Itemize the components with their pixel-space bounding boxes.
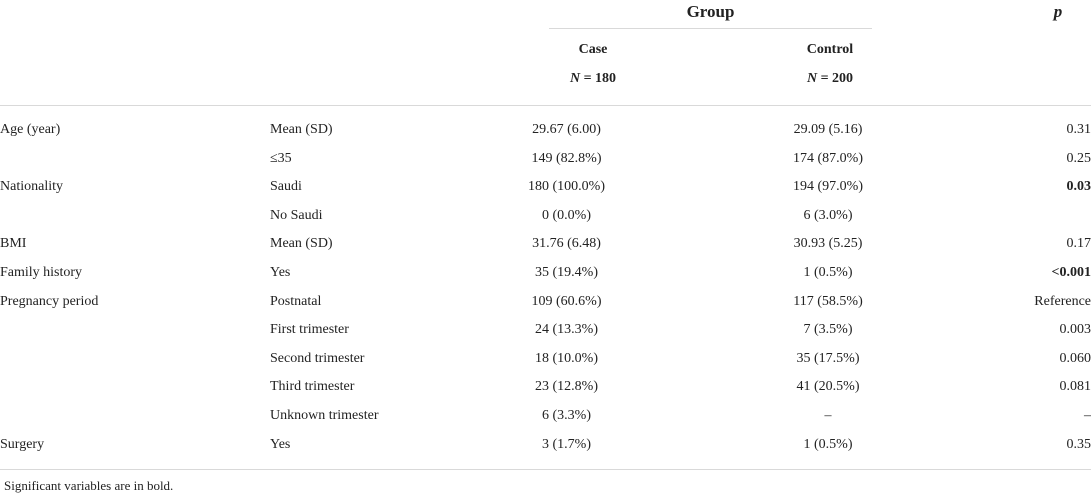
row-case-value: 180 (100.0%) [528, 179, 605, 195]
control-sample-size: N = 200 [760, 69, 900, 89]
row-case-value: 35 (19.4%) [535, 264, 598, 280]
row-p-value: Reference [1034, 293, 1091, 309]
row-p-value: 0.03 [1066, 179, 1091, 195]
control-n-value: = 200 [817, 71, 854, 86]
row-case-value: 149 (82.8%) [531, 150, 602, 166]
row-variable [0, 373, 270, 402]
table-row: BMI Mean (SD) 31.76 (6.48) 30.93 (5.25) 0.17 [0, 230, 1091, 259]
row-p-value [993, 202, 1091, 231]
row-control-value: 41 (20.5%) [796, 379, 860, 395]
row-p-value: 0.003 [1059, 322, 1091, 338]
row-p-value: 0.31 [1066, 122, 1091, 137]
row-category: First trimester [270, 322, 349, 338]
row-category: Yes [270, 264, 291, 280]
p-value-header: p [1053, 2, 1063, 21]
row-case-value: 3 (1.7%) [542, 436, 591, 452]
table-row: Family history Yes 35 (19.4%) 1 (0.5%) <0.00… [0, 259, 1091, 288]
header-divider [0, 105, 1091, 106]
row-case-value: 6 (3.3%) [542, 407, 591, 423]
row-case-value: 18 (10.0%) [535, 350, 598, 366]
row-category: Mean (SD) [270, 236, 333, 252]
row-case-value: 29.67 (6.00) [532, 122, 601, 137]
row-case-value: 109 (60.6%) [531, 293, 602, 309]
table-bottom-rule [0, 469, 1091, 470]
row-variable: Surgery [0, 436, 45, 452]
row-control-value: 29.09 (5.16) [793, 122, 863, 137]
row-category: Third trimester [270, 379, 355, 395]
table-row: Surgery Yes 3 (1.7%) 1 (0.5%) 0.35 [0, 431, 1091, 460]
row-control-value: 117 (58.5%) [793, 293, 863, 309]
row-case-value: 31.76 (6.48) [532, 236, 601, 252]
table-footnote: Significant variables are in bold. [4, 478, 174, 493]
group-header-rule [549, 28, 872, 29]
row-control-value: 35 (17.5%) [796, 350, 860, 366]
row-control-value: 1 (0.5%) [803, 264, 853, 280]
row-category: Saudi [270, 179, 302, 195]
table-row: Unknown trimester 6 (3.3%) – – [0, 402, 1091, 431]
row-control-value: 7 (3.5%) [803, 322, 853, 338]
row-variable: Nationality [0, 179, 63, 195]
row-category: Yes [270, 436, 291, 452]
row-control-value: 194 (97.0%) [793, 179, 863, 195]
row-control-value: 174 (87.0%) [793, 150, 863, 166]
table-row: No Saudi 0 (0.0%) 6 (3.0%) [0, 202, 1091, 231]
row-category: Mean (SD) [270, 122, 333, 137]
row-category: Postnatal [270, 293, 322, 309]
row-p-value: <0.001 [1051, 264, 1091, 280]
table-row: Age (year) Mean (SD) 29.67 (6.00) 29.09 (5.… [0, 116, 1091, 145]
row-p-value: 0.060 [1059, 350, 1091, 366]
row-control-value: – [824, 407, 832, 423]
row-p-value: 0.17 [1066, 236, 1091, 252]
table-row: ≤35 149 (82.8%) 174 (87.0%) 0.25 [0, 145, 1091, 174]
row-variable [0, 345, 270, 374]
table-row: Second trimester 18 (10.0%) 35 (17.5%) 0.06… [0, 345, 1091, 374]
control-n-symbol: N [806, 71, 818, 86]
row-p-value: – [1084, 407, 1091, 423]
row-variable: BMI [0, 236, 27, 252]
row-variable: Pregnancy period [0, 293, 99, 309]
row-control-value: 1 (0.5%) [803, 436, 853, 452]
case-n-value: = 180 [580, 71, 617, 86]
row-variable: Family history [0, 264, 83, 280]
row-variable: Age (year) [0, 122, 61, 137]
row-case-value: 0 (0.0%) [542, 207, 591, 223]
row-p-value: 0.35 [1066, 436, 1091, 452]
row-control-value: 30.93 (5.25) [793, 236, 863, 252]
case-n-symbol: N [569, 71, 581, 86]
row-variable [0, 145, 270, 174]
row-category: No Saudi [270, 207, 323, 223]
row-category: Second trimester [270, 350, 365, 366]
row-variable [0, 402, 270, 431]
row-variable [0, 202, 270, 231]
row-p-value: 0.25 [1066, 150, 1091, 166]
table-row: Pregnancy period Postnatal 109 (60.6%) 117 … [0, 288, 1091, 317]
table-row: Third trimester 23 (12.8%) 41 (20.5%) 0.081 [0, 373, 1091, 402]
control-column-header: Control [806, 42, 854, 57]
row-control-value: 6 (3.0%) [803, 207, 853, 223]
case-sample-size: N = 180 [523, 69, 663, 89]
row-p-value: 0.081 [1059, 379, 1091, 395]
row-variable [0, 316, 270, 345]
data-table: Age (year) Mean (SD) 29.67 (6.00) 29.09 (5.… [0, 116, 1091, 459]
row-case-value: 24 (13.3%) [535, 322, 598, 338]
row-category: Unknown trimester [270, 407, 379, 423]
table-row: Nationality Saudi 180 (100.0%) 194 (97.0%) 0… [0, 173, 1091, 202]
row-case-value: 23 (12.8%) [535, 379, 598, 395]
table-body: Age (year) Mean (SD) 29.67 (6.00) 29.09 (5.… [0, 116, 1091, 459]
row-category: ≤35 [270, 150, 292, 166]
group-header: Group [686, 2, 735, 21]
table-row: First trimester 24 (13.3%) 7 (3.5%) 0.003 [0, 316, 1091, 345]
case-column-header: Case [578, 42, 608, 57]
